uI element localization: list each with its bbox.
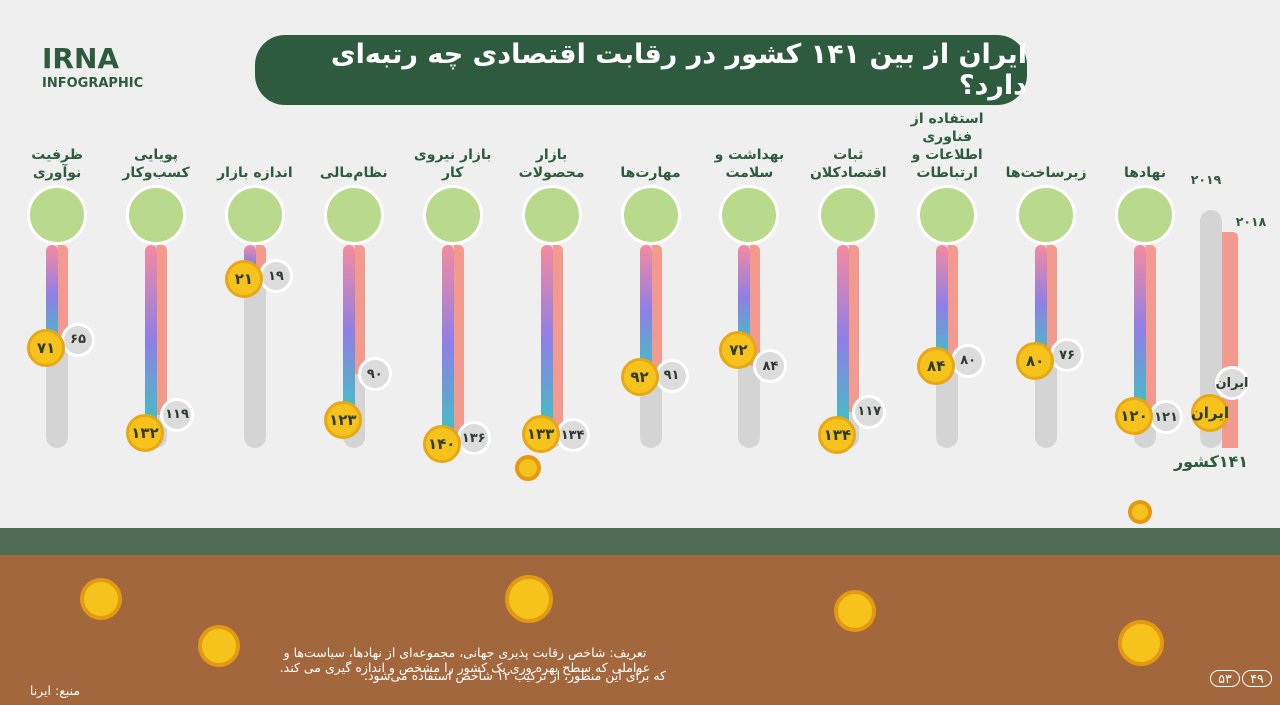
- rank-2019: ۹۲: [620, 358, 659, 397]
- rank-2019: ۱۳۲: [126, 413, 164, 452]
- flower: [1128, 500, 1152, 524]
- rank-2019: ۷۲: [719, 330, 758, 369]
- rank-2018: ۱۳۶: [456, 421, 491, 456]
- category-label: زیرساخت‌ها: [1005, 165, 1087, 181]
- category-label: استفاده از فناوری اطلاعات و ارتباطات: [910, 111, 984, 181]
- rank-2019: ۱۴۰: [422, 424, 461, 463]
- rank-2018: ۱۹: [258, 259, 293, 294]
- definition: تعریف: شاخص رقابت پذیری جهانی، مجموعه‌ای…: [279, 645, 651, 675]
- rank-2019: ۸۰: [1016, 341, 1055, 380]
- rank-2018: ۶۵: [61, 322, 96, 357]
- rank-2019: ۱۲۰: [1115, 396, 1153, 435]
- icon: [719, 185, 780, 245]
- icon: [126, 185, 186, 245]
- bar-2018: [948, 245, 959, 361]
- bar-2019: [738, 245, 751, 350]
- bar-2018: [750, 245, 761, 367]
- bar-2018: [552, 245, 563, 436]
- bar-2019: [1035, 245, 1048, 361]
- icon: [224, 185, 285, 245]
- rank-2019: ۱۲۳: [323, 401, 362, 440]
- bar-2019: [639, 245, 652, 378]
- legend-label: ۲۰۱۸: [1235, 214, 1267, 229]
- icon: [818, 185, 879, 245]
- bar-2019: [46, 245, 59, 349]
- rank-2018: ۱۱۷: [852, 394, 887, 429]
- category-label: بهداشت و سلامت: [714, 147, 785, 181]
- category-label: نهادها: [1124, 165, 1166, 181]
- icon: [1115, 185, 1175, 245]
- category-label: پویایی کسب‌و‌کار: [122, 147, 190, 181]
- rank-2018: ۹۰: [357, 357, 392, 392]
- bar-2018: [849, 245, 860, 412]
- logo: IRNA: [42, 42, 120, 75]
- bar-2018: [354, 245, 365, 375]
- rank-2019: ۱۳۳: [521, 414, 560, 453]
- legend-dot: ایران: [1191, 394, 1229, 432]
- coin: [1118, 620, 1164, 666]
- bar-2019: [1134, 245, 1146, 416]
- page: ۵۳: [1210, 670, 1240, 687]
- coin: [198, 625, 240, 667]
- rank-2018: ۱۳۴: [555, 418, 590, 453]
- category-label: بازار نیروی کار: [413, 147, 492, 181]
- category-label: نظام‌مالی: [319, 165, 388, 181]
- icon: [620, 185, 681, 245]
- icon: [521, 185, 582, 245]
- rank-2019: ۱۳۴: [818, 416, 857, 455]
- bar-2018: [157, 245, 167, 415]
- bar-2019: [441, 245, 454, 444]
- bar-2018: [1146, 245, 1156, 418]
- legend-label: ۲۰۱۹: [1190, 172, 1222, 187]
- bar-2019: [540, 245, 553, 434]
- coin: [505, 575, 553, 623]
- bar-2018: [255, 245, 266, 277]
- rank-2018: ۸۴: [753, 349, 788, 384]
- coin: [80, 578, 122, 620]
- category-label: اندازه بازار: [217, 165, 293, 181]
- bar-2018: [651, 245, 662, 376]
- icon: [422, 185, 483, 245]
- bar-2019: [342, 245, 355, 421]
- rank-2018: ۷۶: [1050, 338, 1085, 373]
- category-label: ثبات اقتصادکلان: [809, 147, 887, 181]
- icon: [1016, 185, 1077, 245]
- bar-2018: [58, 245, 69, 340]
- category-label: ظرفیت نوآوری: [31, 147, 83, 181]
- title: ایران از بین ۱۴۱ کشور در رقابت اقتصادی چ…: [255, 35, 1027, 105]
- icon: [323, 185, 384, 245]
- rank-2019: ۷۱: [27, 329, 66, 368]
- bar-2018: [453, 245, 464, 439]
- source: منبع: ایرنا: [29, 683, 81, 698]
- bar-2019: [936, 245, 949, 367]
- icon: [917, 185, 978, 245]
- rank-2019: ۲۱: [224, 260, 263, 299]
- icon: [27, 185, 88, 245]
- category-label: مهارت‌ها: [620, 165, 681, 181]
- rank-2018: ۱۱۹: [160, 397, 194, 432]
- bar-2019: [145, 245, 157, 433]
- grass: [0, 528, 1280, 556]
- definition: که برای این منظور، از ترکیب ۱۲ شاخص استف…: [364, 668, 666, 683]
- rank-2018: ۱۲۱: [1149, 400, 1183, 435]
- rank-2018: ۹۱: [654, 358, 689, 393]
- coin: [834, 590, 876, 632]
- axis-label: ۱۴۱کشور: [1173, 452, 1249, 471]
- rank-2019: ۸۴: [917, 347, 956, 386]
- logo-sub: INFOGRAPHIC: [42, 76, 144, 91]
- rank-2018: ۸۰: [951, 343, 986, 378]
- flower: [515, 455, 541, 481]
- bar-2018: [1047, 245, 1058, 356]
- page: ۴۹: [1242, 670, 1272, 687]
- legend-dot: ایران: [1215, 366, 1249, 400]
- bar-2019: [837, 245, 850, 436]
- category-label: بازار محصولات: [518, 147, 585, 181]
